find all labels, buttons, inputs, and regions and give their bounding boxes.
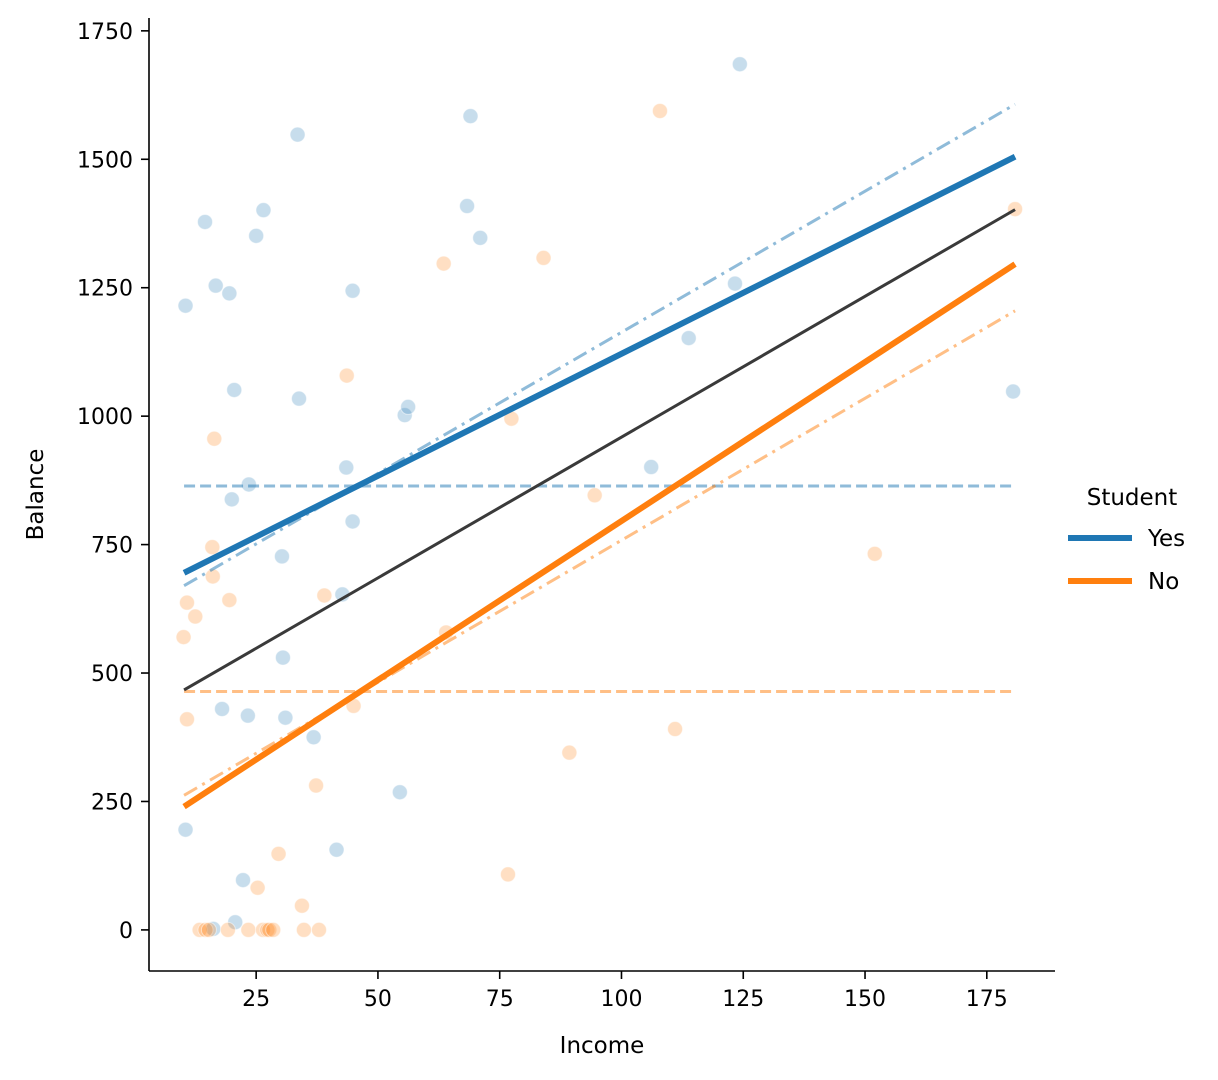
scatter-point-no [561, 744, 578, 761]
x-tick-label: 50 [364, 987, 392, 1012]
scatter-point-no [866, 545, 883, 562]
x-tick-label: 150 [844, 987, 886, 1012]
scatter-point-yes [396, 407, 413, 424]
scatter-point-no [295, 921, 312, 938]
scatter-point-yes [726, 275, 743, 292]
fit-line-yes [182, 154, 1017, 576]
scatter-point-yes [289, 126, 306, 143]
scatter-point-yes [391, 784, 408, 801]
scatter-point-yes [338, 459, 355, 476]
scatter-point-yes [177, 297, 194, 314]
scatter-point-no [178, 711, 195, 728]
scatter-point-no [187, 608, 204, 625]
y-tick-label: 1750 [77, 20, 133, 45]
scatter-point-yes [197, 213, 214, 230]
legend: Student Yes No [1068, 485, 1185, 595]
scatter-point-no [240, 921, 257, 938]
scatter-point-no [308, 777, 325, 794]
scatter-point-yes [226, 381, 243, 398]
scatter-point-no [200, 921, 217, 938]
scatter-point-yes [328, 841, 345, 858]
y-tick-label: 750 [91, 534, 133, 559]
y-tick-label: 1500 [77, 148, 133, 173]
scatter-point-yes [344, 282, 361, 299]
overall-fit-line [183, 208, 1016, 692]
y-tick-label: 0 [119, 919, 133, 944]
legend-items: Yes No [1068, 526, 1185, 595]
scatter-point-yes [400, 398, 417, 415]
scatter-point-no [535, 249, 552, 266]
scatter-point-yes [214, 700, 231, 717]
scatter-point-no [316, 587, 333, 604]
axes [148, 18, 1055, 972]
scatter-point-no [204, 539, 221, 556]
scatter-point-yes [291, 390, 308, 407]
y-tick-label: 1000 [77, 405, 133, 430]
scatter-point-yes [305, 729, 322, 746]
scatter-point-yes [255, 202, 272, 219]
fit-line-no [182, 261, 1017, 810]
legend-title: Student [1087, 485, 1178, 511]
scatter-point-yes [344, 513, 361, 530]
y-axis-label: Balance [23, 449, 49, 541]
x-tick-label: 75 [486, 987, 514, 1012]
scatter-point-yes [1005, 383, 1022, 400]
scatter-point-yes [221, 285, 238, 302]
scatter-point-yes [248, 227, 265, 244]
y-axis-ticks: 0 250 500 750 1000 1250 1500 1750 [77, 20, 149, 944]
scatter-point-no [293, 897, 310, 914]
y-tick-label: 250 [91, 790, 133, 815]
scatter-point-no [221, 592, 238, 609]
x-tick-label: 175 [966, 987, 1008, 1012]
scatter-point-no [191, 921, 208, 938]
scatter-point-no [261, 921, 278, 938]
scatter-point-no [249, 879, 266, 896]
scatter-point-yes [277, 709, 294, 726]
scatter-point-no [265, 921, 282, 938]
scatter-point-no [219, 921, 236, 938]
regression-lines [182, 103, 1017, 810]
scatter-point-yes [472, 229, 489, 246]
x-axis-ticks: 25 50 75 100 125 150 175 [242, 971, 1008, 1012]
scatter-point-yes [462, 108, 479, 125]
scatter-point-yes [239, 707, 256, 724]
scatter-point-no [651, 102, 668, 119]
scatter-point-yes [235, 872, 252, 889]
scatter-point-yes [643, 459, 660, 476]
scatter-point-yes [274, 649, 291, 666]
scatter-point-no [206, 430, 223, 447]
scatter-point-no [178, 594, 195, 611]
x-tick-label: 100 [600, 987, 642, 1012]
scatter-point-no [586, 487, 603, 504]
scatter-point-no [667, 721, 684, 738]
x-tick-label: 125 [722, 987, 764, 1012]
scatter-point-no [338, 367, 355, 384]
scatter-point-yes [223, 491, 240, 508]
scatter-point-no [175, 629, 192, 646]
scatter-point-yes [680, 330, 697, 347]
scatter-point-yes [459, 198, 476, 215]
scatter-point-yes [731, 56, 748, 73]
scatter-points [175, 56, 1024, 938]
scatter-point-yes [177, 821, 194, 838]
scatter-point-no [204, 568, 221, 585]
scatter-point-yes [207, 277, 224, 294]
x-tick-label: 25 [242, 987, 270, 1012]
x-axis-label: Income [560, 1033, 645, 1059]
scatter-point-no [435, 255, 452, 272]
scatter-point-no [310, 921, 327, 938]
scatter-point-no [270, 845, 287, 862]
scatter-point-no [499, 866, 516, 883]
legend-label-no: No [1148, 569, 1179, 595]
scatter-point-no [197, 921, 214, 938]
legend-label-yes: Yes [1147, 526, 1185, 552]
scatter-point-yes [273, 548, 290, 565]
y-tick-label: 1250 [77, 277, 133, 302]
y-tick-label: 500 [91, 662, 133, 687]
scatter-point-yes [240, 476, 257, 493]
